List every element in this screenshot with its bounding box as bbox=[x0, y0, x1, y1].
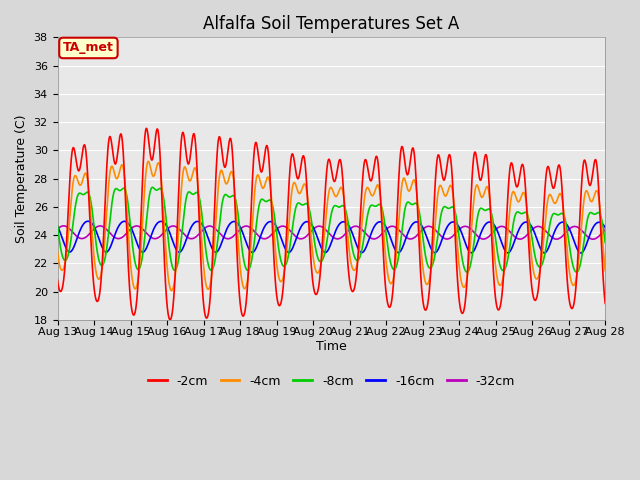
Legend: -2cm, -4cm, -8cm, -16cm, -32cm: -2cm, -4cm, -8cm, -16cm, -32cm bbox=[143, 370, 520, 393]
Y-axis label: Soil Temperature (C): Soil Temperature (C) bbox=[15, 114, 28, 243]
X-axis label: Time: Time bbox=[316, 340, 347, 353]
Title: Alfalfa Soil Temperatures Set A: Alfalfa Soil Temperatures Set A bbox=[204, 15, 460, 33]
Text: TA_met: TA_met bbox=[63, 41, 114, 54]
